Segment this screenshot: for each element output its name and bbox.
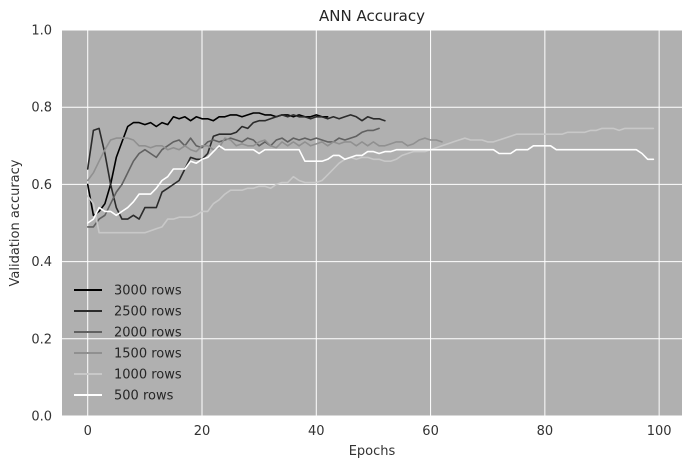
legend-label: 1000 rows [114,368,182,383]
series-line-3 [86,127,380,228]
x-tick-label: 80 [537,424,554,439]
chart-title: ANN Accuracy [319,7,425,25]
legend-label: 1500 rows [114,347,182,362]
series-line-2 [86,114,386,220]
y-axis-label: Validation accuracy [8,159,23,286]
x-axis-label: Epochs [349,444,396,459]
legend-label: 3000 rows [114,284,182,299]
y-tick-label: 0.0 [31,410,52,425]
series-layer [86,112,655,234]
x-tick-label: 0 [84,424,92,439]
x-tick-label: 20 [194,424,211,439]
series-line-1 [86,112,329,217]
x-axis: 0 20 40 60 80 100 [84,424,672,439]
series-line-4 [86,137,443,182]
y-tick-label: 0.6 [31,178,52,193]
grid-lines [62,29,682,417]
legend: 3000 rows 2500 rows 2000 rows 1500 rows 1000… [74,284,182,404]
y-tick-label: 0.4 [31,255,52,270]
series-line-5 [86,127,655,234]
y-tick-label: 0.8 [31,101,52,116]
y-axis: 0.0 0.2 0.4 0.6 0.8 1.0 [31,24,52,425]
x-tick-label: 100 [647,424,672,439]
legend-label: 2000 rows [114,326,182,341]
y-tick-label: 0.2 [31,332,52,347]
series-line-6 [86,145,655,224]
x-tick-label: 60 [422,424,439,439]
legend-label: 500 rows [114,389,174,404]
y-tick-label: 1.0 [31,24,52,39]
x-tick-label: 40 [308,424,325,439]
legend-label: 2500 rows [114,305,182,320]
